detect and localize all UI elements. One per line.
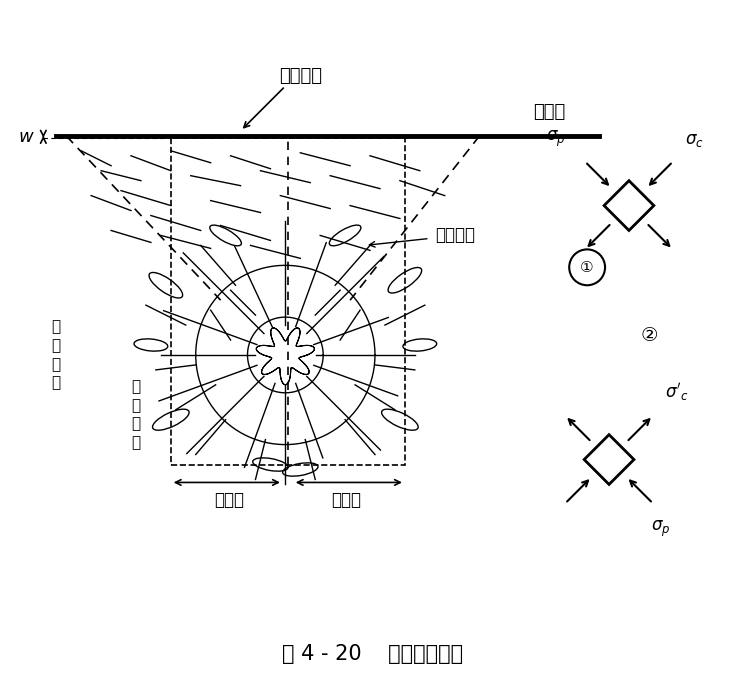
Text: 径
向
裂
缝: 径 向 裂 缝 (51, 319, 61, 391)
Text: $\sigma'_c$: $\sigma'_c$ (665, 381, 689, 403)
Text: 破碎区: 破碎区 (331, 491, 361, 509)
Text: 粉碎区: 粉碎区 (214, 491, 245, 509)
Text: 爆破漏斗: 爆破漏斗 (279, 67, 322, 85)
Text: w: w (18, 128, 33, 146)
Text: 图 4 - 20    爆炸碎岩机理: 图 4 - 20 爆炸碎岩机理 (283, 644, 463, 664)
Text: $\sigma_p$: $\sigma_p$ (546, 129, 565, 149)
Bar (171, 138, 405, 464)
Text: 环
向
裂
缝: 环 向 裂 缝 (131, 380, 140, 450)
Text: 自由面: 自由面 (533, 103, 565, 121)
Text: $\sigma_p$: $\sigma_p$ (651, 519, 670, 539)
Text: 拉断裂缝: 拉断裂缝 (435, 226, 474, 244)
Text: ②: ② (640, 326, 658, 344)
Text: $\sigma_c$: $\sigma_c$ (686, 131, 704, 149)
Text: ①: ① (580, 260, 594, 275)
